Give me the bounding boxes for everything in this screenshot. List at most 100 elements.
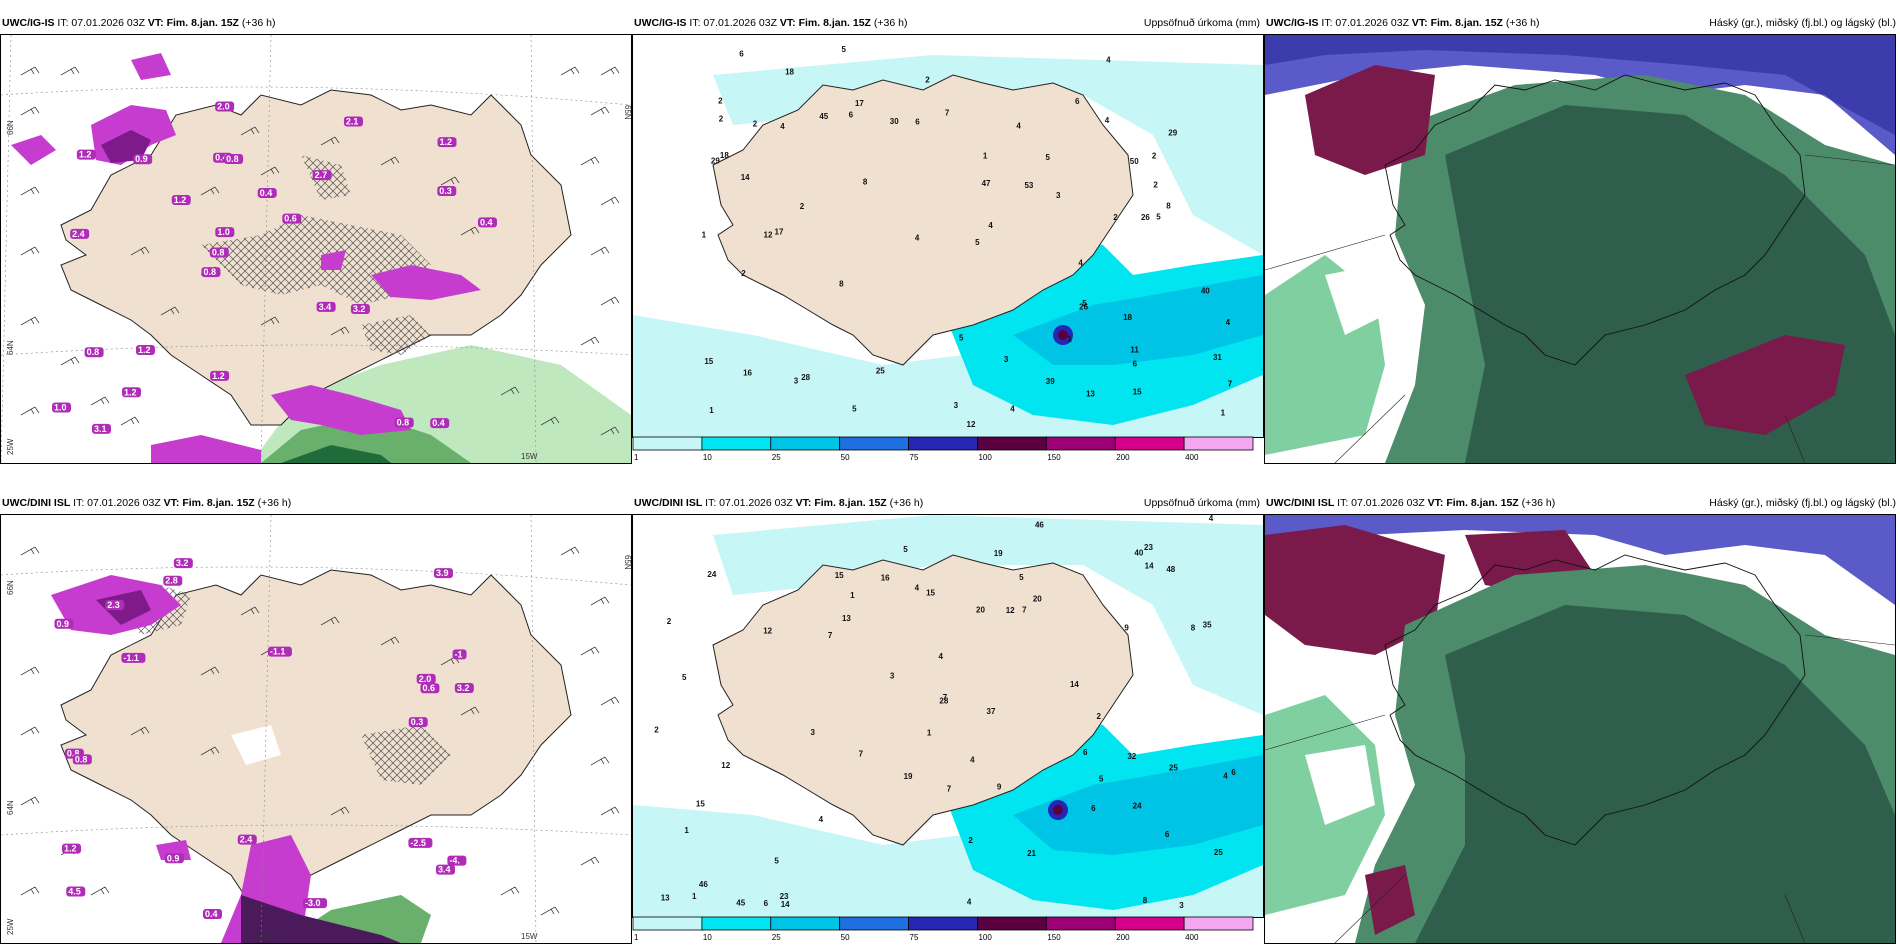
- magenta-area-west: [11, 135, 56, 165]
- value-label: 0.3: [411, 717, 424, 727]
- axis-labels: 66N 64N 65N 25W 20W 15W: [6, 555, 631, 941]
- value-label: 25: [876, 366, 885, 375]
- label-background: [416, 673, 436, 684]
- colorbar-swatch: [1045, 436, 1116, 451]
- value-label: 7: [1228, 379, 1233, 388]
- value-label: 7: [943, 693, 948, 702]
- high-cloud-red-south: [1365, 865, 1415, 935]
- value-label: 37: [987, 707, 996, 716]
- value-label: 0.9: [135, 154, 148, 164]
- value-label: 3: [890, 672, 895, 681]
- colorbar-tick-label: 1: [634, 933, 639, 942]
- value-label: 1.2: [64, 844, 77, 854]
- colorbar-tick-label: 400: [1185, 933, 1199, 942]
- value-label: 3.9: [436, 568, 449, 578]
- value-label: 25: [1214, 848, 1223, 857]
- colorbar-swatch: [701, 916, 772, 931]
- value-label: 14: [741, 173, 750, 182]
- value-label: 5: [1045, 153, 1050, 162]
- value-label: 3.1: [94, 424, 107, 434]
- label-background: [84, 347, 104, 358]
- lat-label-65: 65N: [623, 105, 631, 120]
- green-precip-dark: [281, 445, 391, 463]
- mid-cloud-dark: [1415, 605, 1895, 943]
- value-label: 15: [835, 571, 844, 580]
- label-background: [224, 153, 244, 164]
- value-label: 8: [863, 177, 868, 186]
- value-label: 4: [1105, 116, 1110, 125]
- value-label: 1.2: [138, 345, 151, 355]
- lon-label-25: 25W: [6, 918, 15, 935]
- label-background: [408, 717, 428, 728]
- value-label: 9: [997, 783, 1002, 792]
- value-label: 4: [970, 755, 975, 764]
- high-cloud-blue: [1265, 515, 1895, 605]
- value-label: 14: [1070, 680, 1079, 689]
- clear-patch: [231, 725, 281, 765]
- panel-header: UWC/DINI ISL IT: 07.01.2026 03Z VT: Fim.…: [634, 494, 1260, 512]
- panel-header: UWC/IG-IS IT: 07.01.2026 03Z VT: Fim. 8.…: [634, 14, 1260, 32]
- value-label: -1.1: [270, 647, 286, 657]
- label-background: [122, 387, 142, 398]
- colorbar-tick-label: 25: [772, 453, 781, 462]
- value-label: 1: [702, 230, 707, 239]
- map-frame: [1264, 34, 1896, 464]
- panel-title: Háský (gr.), miðský (fj.bl.) og lágský (…: [1709, 17, 1896, 29]
- value-label: 29: [711, 156, 720, 165]
- label-background: [133, 154, 153, 165]
- value-label: 29: [1168, 129, 1177, 138]
- graticule: [1265, 634, 1895, 943]
- value-label: 7: [828, 631, 833, 640]
- colorbar-tick-label: 75: [910, 933, 919, 942]
- value-label: 1.0: [54, 402, 67, 412]
- value-label: 5: [975, 238, 980, 247]
- value-label: 8: [1143, 896, 1148, 905]
- value-label: 45: [736, 899, 745, 908]
- value-label: 4: [988, 221, 993, 230]
- panel-header: UWC/IG-IS IT: 07.01.2026 03Z VT: Fim. 8.…: [2, 17, 276, 29]
- value-label: 5: [1156, 213, 1161, 222]
- value-label: 13: [661, 894, 670, 903]
- value-label: 2: [968, 836, 973, 845]
- magenta-area-southwest: [151, 435, 261, 463]
- value-label: 1: [850, 591, 855, 600]
- colorbar-swatch: [1183, 916, 1254, 931]
- value-label: 40: [1134, 548, 1143, 557]
- label-background: [54, 618, 74, 629]
- label-background: [52, 402, 72, 413]
- iceland-landmass: [712, 74, 1134, 366]
- label-background: [408, 837, 433, 848]
- value-label: 6: [849, 111, 854, 120]
- hatched-area-south: [361, 315, 431, 355]
- panel-title: Uppsöfnuð úrkoma (mm): [1143, 17, 1260, 29]
- colorbar-tick-label: 75: [910, 453, 919, 462]
- value-label: 0.8: [67, 749, 80, 759]
- label-background: [173, 558, 193, 569]
- value-label: 2: [667, 617, 672, 626]
- iceland-coastline: [1384, 74, 1806, 366]
- value-label: 0.8: [87, 347, 100, 357]
- value-label: 1: [983, 151, 988, 160]
- value-label: 18: [720, 151, 729, 160]
- panel-header: UWC/DINI ISL IT: 07.01.2026 03Z VT: Fim.…: [1266, 494, 1896, 512]
- label-background: [62, 843, 82, 854]
- colorbar-tick-label: 100: [978, 933, 992, 942]
- value-label: 14: [1145, 562, 1154, 571]
- value-label: 3.4: [319, 302, 332, 312]
- value-label: 6: [915, 117, 920, 126]
- value-label: 0.9: [167, 853, 180, 863]
- value-label: 2: [718, 96, 723, 105]
- panel-title: Háský (gr.), miðský (fj.bl.) og lágský (…: [1709, 497, 1896, 509]
- value-label: 3.4: [438, 865, 451, 875]
- label-background: [210, 370, 230, 381]
- magenta-area-center: [321, 250, 346, 270]
- colorbar-tick-label: 10: [703, 933, 712, 942]
- label-background: [477, 217, 497, 228]
- value-label: 0.8: [203, 267, 216, 277]
- label-background: [316, 301, 336, 312]
- map-frame: [1264, 514, 1896, 944]
- value-label: 19: [994, 549, 1003, 558]
- value-label: 3: [1179, 901, 1184, 910]
- panel-header: UWC/IG-IS IT: 07.01.2026 03Z VT: Fim. 8.…: [1266, 14, 1896, 32]
- panel-bottom-middle: UWC/DINI ISL IT: 07.01.2026 03Z VT: Fim.…: [632, 494, 1264, 950]
